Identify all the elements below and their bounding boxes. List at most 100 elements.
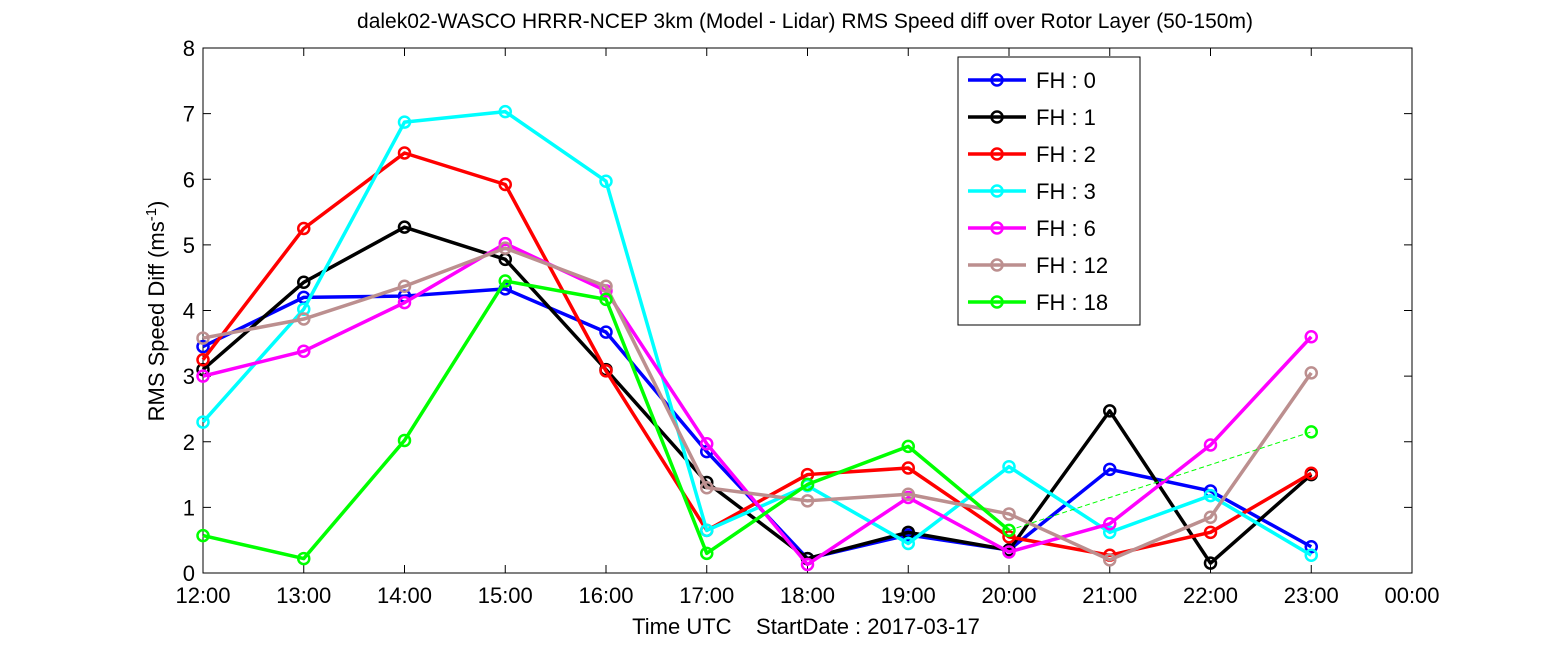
data-point [599,174,613,188]
x-tick-label: 18:00 [780,583,835,608]
x-tick-label: 12:00 [175,583,230,608]
legend-marker [990,184,1004,198]
data-point [297,344,311,358]
legend-label: FH : 6 [1036,216,1096,241]
data-point [599,364,613,378]
data-point [196,339,210,354]
x-axis-label: Time UTC StartDate : 2017-03-17 [632,614,980,639]
x-tick-label: 13:00 [276,583,331,608]
y-tick-label: 0 [183,561,195,586]
data-point [1203,488,1218,503]
data-point [297,221,311,236]
data-point [196,415,210,429]
series-fh-12 [196,241,1318,567]
data-point [498,241,512,255]
data-point [1304,540,1318,554]
data-point [1203,525,1218,540]
y-axis-ticks: 0 1 2 3 4 5 6 7 8 [183,36,1412,586]
data-point [196,369,210,383]
chart-title: dalek02-WASCO HRRR-NCEP 3km (Model - Lid… [357,10,1253,33]
legend-label: FH : 1 [1036,105,1096,130]
data-point [1203,438,1218,452]
legend-marker [990,221,1004,235]
legend-label: FH : 12 [1036,253,1108,278]
legend: FH : 0 FH : 1 FH : 2 FH : 3 FH : 6 FH : 12 FH … [957,56,1141,326]
data-point [599,325,613,339]
data-point [1203,556,1218,570]
x-tick-label: 17:00 [679,583,734,608]
y-tick-label: 7 [183,102,195,127]
data-point [599,292,613,307]
data-point [498,104,512,119]
data-point [800,477,815,492]
legend-item: FH : 6 [968,216,1096,241]
series-line [201,109,1313,557]
data-point [498,274,512,288]
data-point [196,331,210,345]
data-point [1002,545,1016,559]
series-dashed-extension [1008,431,1312,531]
legend-marker [990,258,1004,272]
data-point [297,312,311,326]
data-point [498,177,512,192]
data-point [901,439,915,454]
legend-item: FH : 1 [968,105,1096,130]
x-tick-label: 21:00 [1082,583,1137,608]
legend-label: FH : 0 [1036,68,1096,93]
data-point [1304,366,1318,380]
data-point [297,275,311,290]
x-tick-label: 20:00 [981,583,1036,608]
x-tick-label: 14:00 [377,583,432,608]
legend-marker [990,110,1004,124]
legend-marker [990,73,1004,87]
data-point [397,279,412,293]
data-point [800,557,815,572]
legend-item: FH : 12 [968,253,1108,278]
data-point [1103,462,1117,477]
series-line [202,246,1313,562]
series-line [202,241,1313,567]
data-point [1304,548,1318,563]
series-layer [196,104,1318,572]
data-point [1304,466,1318,480]
x-tick-label: 16:00 [578,583,633,608]
data-point [297,551,311,566]
y-tick-label: 6 [183,167,195,192]
data-point [1203,510,1218,524]
series-line [202,279,1011,561]
data-point [196,528,210,543]
data-point [901,461,915,475]
data-point [700,546,714,561]
data-point [196,352,210,367]
series-fh-3 [196,104,1318,563]
data-point [1002,459,1016,474]
data-point [1103,553,1117,567]
data-point [800,494,815,508]
data-point [397,220,412,234]
legend-marker [990,147,1004,161]
x-tick-label: 19:00 [881,583,936,608]
data-point [1304,425,1318,439]
data-point [1103,404,1117,418]
data-point [700,523,714,538]
legend-item: FH : 18 [968,290,1108,315]
legend-item: FH : 0 [968,68,1096,93]
data-point [1103,517,1117,531]
y-tick-label: 3 [183,364,195,389]
y-axis-label: RMS Speed Diff (ms-1) [143,201,169,422]
y-axis-label-sup: -1 [143,208,160,221]
data-point [1304,330,1318,344]
y-tick-label: 4 [183,299,195,324]
data-point [397,295,412,310]
x-tick-label: 23:00 [1284,583,1339,608]
x-tick-label: 22:00 [1183,583,1238,608]
series-fh-18 [196,274,1318,566]
legend-label: FH : 2 [1036,142,1096,167]
data-point [901,487,915,501]
data-point [397,146,412,160]
x-tick-label: 00:00 [1384,583,1439,608]
data-point [599,279,613,293]
legend-item: FH : 2 [968,142,1096,167]
y-axis-label-main: RMS Speed Diff (ms [144,221,169,421]
